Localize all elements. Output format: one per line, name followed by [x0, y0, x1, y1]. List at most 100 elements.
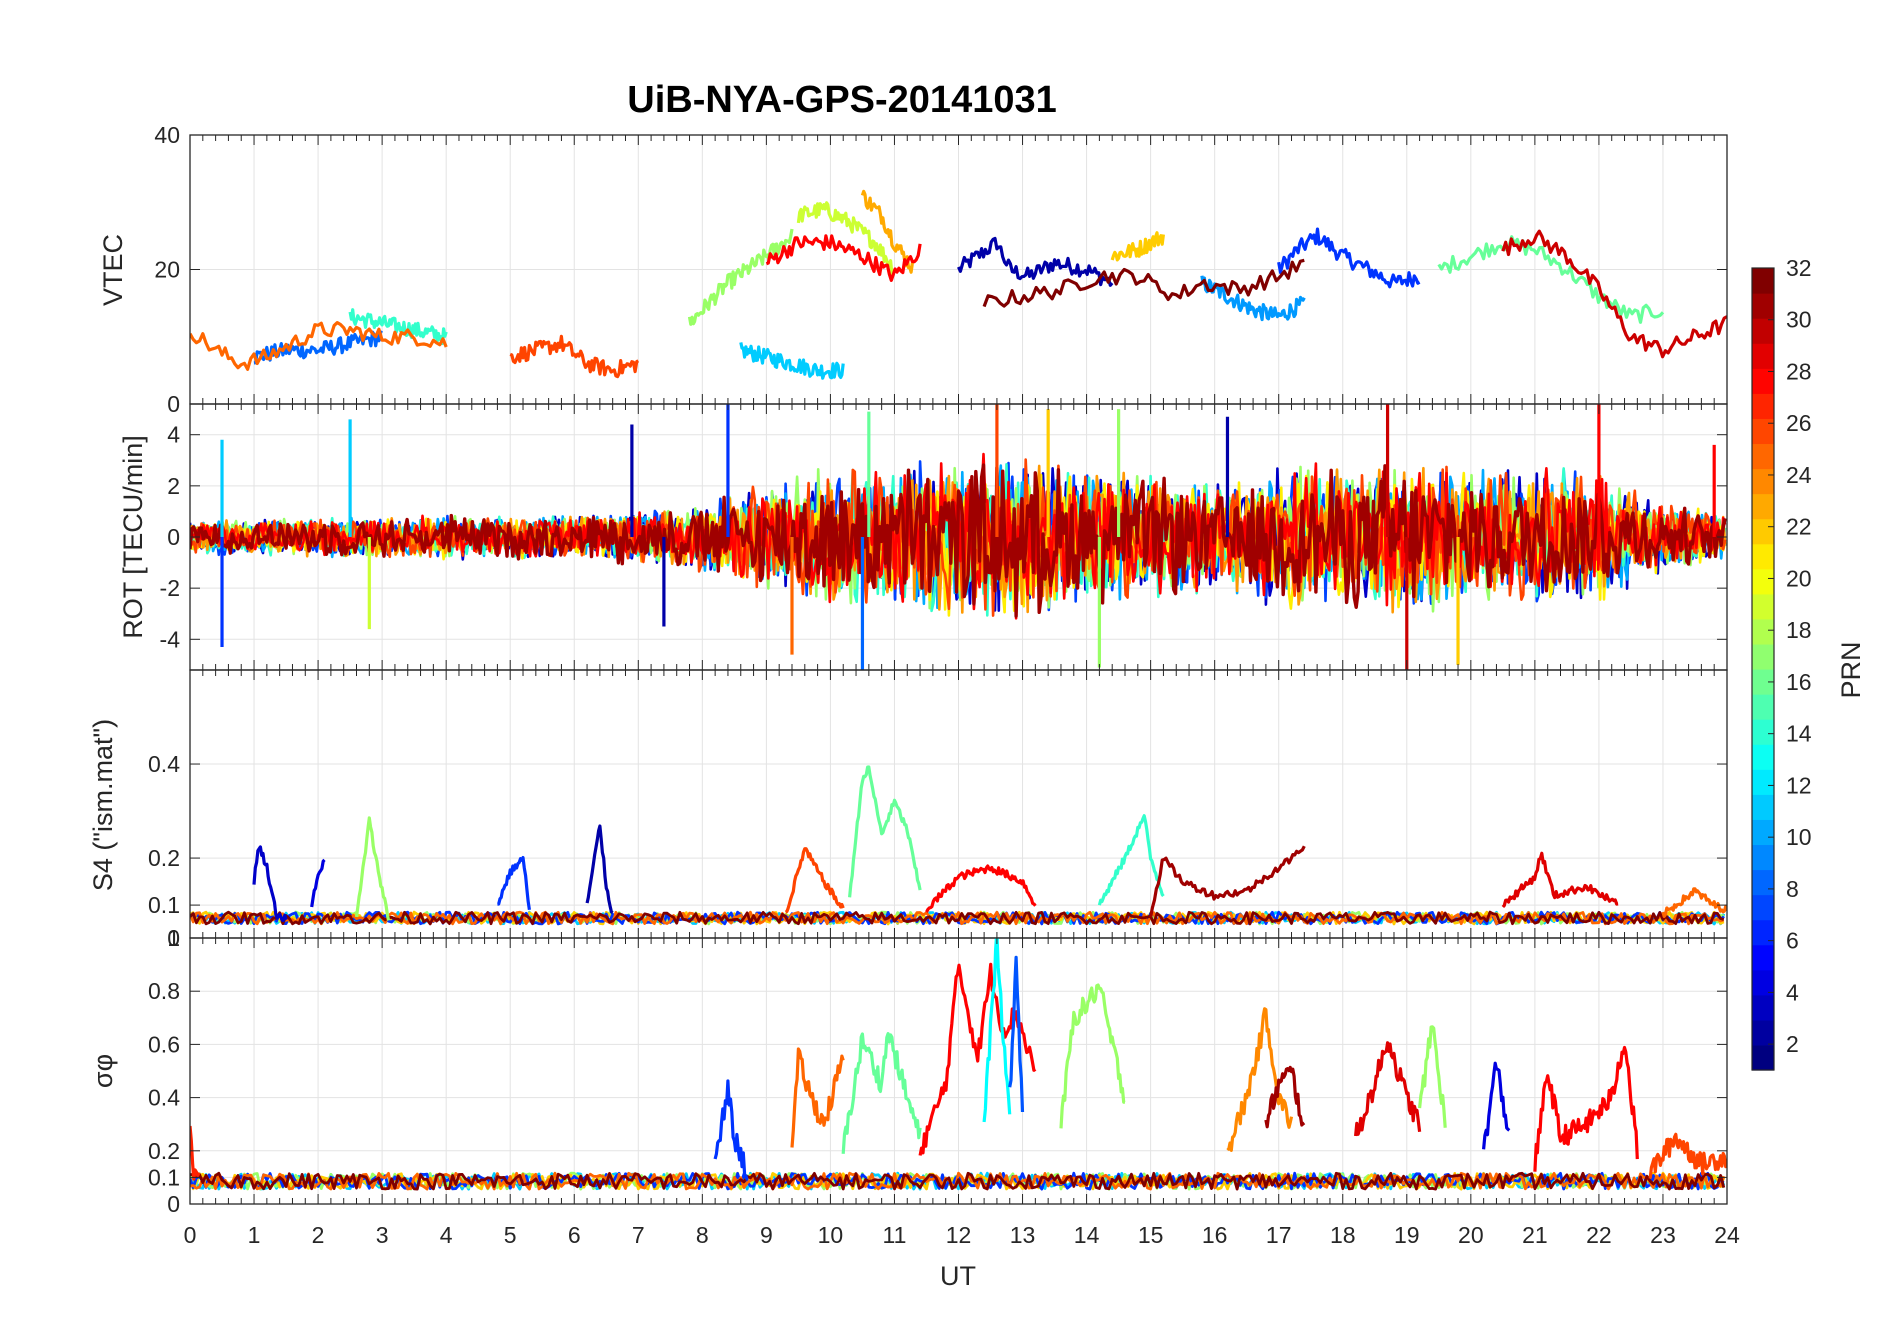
colorbar-tick-label: 4	[1786, 979, 1799, 1005]
vtec-series-prn-5	[1277, 227, 1421, 289]
vtec-x-ticks	[189, 135, 1728, 404]
sigma_phi-y-tick-label: 0.4	[148, 1085, 180, 1111]
vtec-y-tick-label: 40	[154, 122, 180, 148]
rot-y-tick-label: -4	[160, 626, 181, 652]
colorbar-tick-label: 16	[1786, 669, 1812, 695]
s4-series-prn-26	[784, 847, 845, 914]
colorbar-label: PRN	[1836, 641, 1866, 698]
sigma_phi-series-prn-17	[1418, 1025, 1447, 1128]
sigma_phi-series-prn-29	[1354, 1041, 1422, 1137]
colorbar-segment	[1752, 794, 1774, 820]
vtec-series-prn-10	[1200, 275, 1306, 322]
x-tick-label: 23	[1650, 1222, 1676, 1248]
colorbar-segment	[1752, 844, 1774, 871]
x-tick-label: 15	[1138, 1222, 1164, 1248]
x-tick-label: 20	[1458, 1222, 1484, 1248]
colorbar-tick-label: 20	[1786, 565, 1812, 591]
colorbar-tick-label: 10	[1786, 824, 1812, 850]
sigma_phi-x-ticks	[189, 938, 1728, 1204]
colorbar-segment	[1752, 293, 1774, 319]
sigma_phi-series-prn-31	[1264, 1065, 1306, 1129]
rot-y-label: ROT [TECU/min]	[118, 435, 148, 639]
sigma_phi-series-prn-24	[1226, 1007, 1294, 1152]
colorbar-tick-label: 14	[1786, 721, 1812, 747]
x-tick-label: 14	[1074, 1222, 1100, 1248]
sigma_phi-y-tick-label: 0	[167, 1191, 180, 1217]
colorbar-tick-label: 32	[1786, 255, 1812, 281]
rot-y-tick-label: 0	[167, 524, 180, 550]
x-tick-label: 12	[946, 1222, 972, 1248]
colorbar-tick-label: 6	[1786, 928, 1799, 954]
s4-y-tick-label: 0.1	[148, 892, 180, 918]
colorbar-segment	[1752, 669, 1774, 695]
vtec-series-prn-28	[765, 234, 922, 282]
sigma_phi-y-tick-label: 1	[167, 925, 180, 951]
x-tick-label: 22	[1586, 1222, 1612, 1248]
colorbar-segment	[1752, 343, 1774, 369]
rot-y-tick-label: -2	[160, 575, 180, 601]
sigma_phi-series-prn-26	[1648, 1132, 1727, 1179]
s4-series-prn-29	[1501, 851, 1619, 909]
colorbar-segment	[1752, 568, 1774, 595]
colorbar-segment	[1752, 869, 1774, 896]
vtec-series-prn-18	[687, 228, 794, 326]
s4-series-prn-17	[354, 816, 391, 921]
colorbar-segment	[1752, 543, 1774, 570]
x-tick-label: 21	[1522, 1222, 1548, 1248]
sigma_phi-y-tick-label: 0.8	[148, 978, 180, 1004]
colorbar-segment	[1752, 894, 1774, 921]
x-tick-label: 7	[632, 1222, 645, 1248]
colorbar-segment	[1752, 994, 1774, 1021]
sigma_phi-baseline-series	[190, 1171, 1726, 1191]
x-tick-label: 24	[1714, 1222, 1740, 1248]
vtec-series-prn-12	[739, 342, 845, 380]
s4-series-prn-31	[1149, 845, 1306, 918]
x-axis-label: UT	[940, 1261, 976, 1291]
rot-y-tick-label: 2	[167, 473, 180, 499]
vtec-y-label: VTEC	[98, 234, 128, 306]
rot-series-prn	[190, 463, 1727, 618]
colorbar-segment	[1752, 643, 1774, 670]
chart-title: UiB-NYA-GPS-20141031	[627, 79, 1056, 121]
colorbar-segment	[1752, 1019, 1774, 1046]
vtec-series-prn-16	[1437, 235, 1665, 324]
s4-series-prn-2	[585, 824, 614, 915]
vtec-series-prn-26	[509, 334, 640, 379]
rot-x-ticks	[189, 404, 1728, 670]
s4-series-prn-4	[310, 858, 326, 908]
colorbar-tick-label: 8	[1786, 876, 1799, 902]
sigma_phi-series-prn-28	[918, 962, 1037, 1156]
s4-series-prn-25	[1661, 887, 1727, 918]
x-tick-label: 19	[1394, 1222, 1420, 1248]
x-tick-label: 16	[1202, 1222, 1228, 1248]
sigma_phi-baseline-series	[190, 1171, 1726, 1191]
colorbar-segment	[1752, 694, 1774, 720]
x-tick-label: 3	[376, 1222, 389, 1248]
colorbar-segment	[1752, 368, 1774, 394]
s4-series-prn-28	[925, 864, 1037, 913]
vtec-series-prn-32	[982, 258, 1305, 308]
sigma_phi-series-prn-6	[713, 1079, 749, 1181]
x-tick-label: 11	[883, 1222, 907, 1248]
colorbar-segment	[1752, 418, 1774, 445]
vtec-series-prn-20	[796, 201, 896, 276]
rot-data	[190, 404, 1727, 670]
colorbar-frame	[1751, 267, 1775, 1071]
colorbar-segment	[1752, 493, 1774, 520]
x-tick-label: 17	[1266, 1222, 1292, 1248]
colorbar-tick-label: 26	[1786, 410, 1812, 436]
x-tick-label: 5	[504, 1222, 517, 1248]
s4-y-tick-label: 0.2	[148, 845, 180, 871]
sigma_phi-series-prn-8	[1008, 955, 1025, 1113]
vtec-y-tick-label: 20	[154, 257, 180, 283]
sigma_phi-y-label: σφ	[88, 1054, 118, 1088]
x-tick-label: 2	[312, 1222, 325, 1248]
colorbar-tick-label: 12	[1786, 772, 1812, 798]
vtec-series-prn-25	[190, 321, 448, 371]
sigma_phi-y-tick-label: 0.6	[148, 1031, 180, 1057]
colorbar-segment	[1752, 944, 1774, 971]
s4-series-prn-3	[252, 845, 288, 922]
vtec-series-prn-14	[348, 308, 448, 346]
